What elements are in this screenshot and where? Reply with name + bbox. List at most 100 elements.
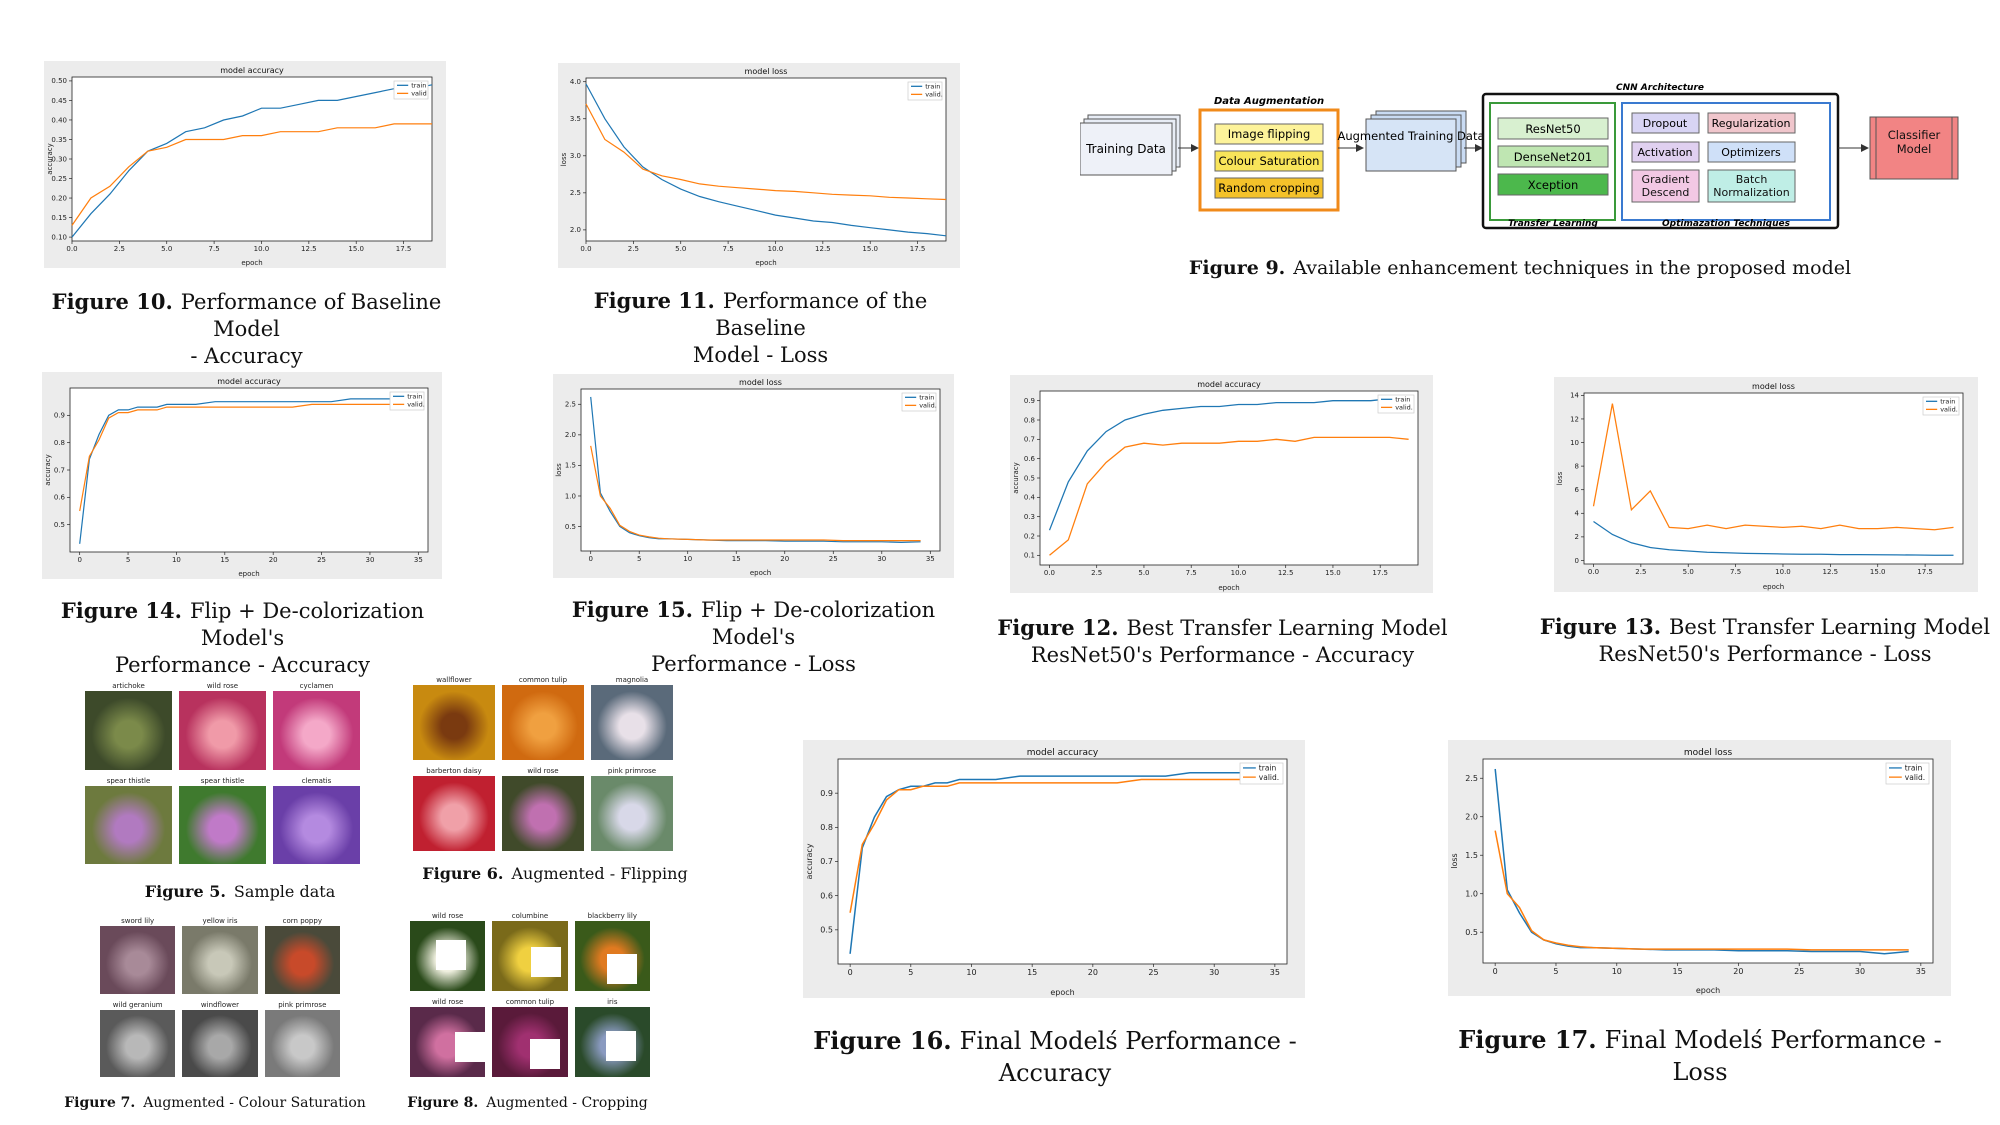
- x-tick-label: 30: [1855, 967, 1865, 976]
- x-axis-label: epoch: [1050, 988, 1074, 997]
- y-axis-label: loss: [1556, 471, 1564, 485]
- x-tick-label: 10: [1612, 967, 1622, 976]
- y-tick-label: 0.5: [1024, 474, 1035, 482]
- plot-area: [1039, 390, 1419, 566]
- legend-label: train: [919, 394, 934, 402]
- x-tick-label: 0.0: [580, 245, 591, 253]
- x-tick-label: 0: [848, 968, 853, 977]
- fig7-grid: sword lily yellow iris corn poppy wild gera…: [100, 917, 340, 1077]
- y-tick-label: 0.1: [1024, 552, 1035, 560]
- x-tick-label: 5: [908, 968, 913, 977]
- x-tick-label: 30: [877, 555, 886, 563]
- sample-image: common tulip: [492, 998, 568, 1077]
- image-class-label: artichoke: [112, 682, 145, 690]
- fig10-caption: Figure 10. Performance of Baseline Model …: [34, 288, 459, 370]
- aug-item: Image flipping: [1228, 127, 1311, 141]
- x-tick-label: 15: [1673, 967, 1683, 976]
- y-tick-label: 0.4: [1024, 494, 1036, 502]
- opt-label: Optimazation Techniques: [1662, 219, 1791, 229]
- image-class-label: yellow iris: [202, 917, 238, 925]
- tl-item: Xception: [1528, 178, 1579, 192]
- legend-label: valid.: [407, 401, 425, 409]
- x-tick-label: 17.5: [1372, 569, 1388, 577]
- y-tick-label: 14: [1570, 392, 1579, 400]
- chart-svg: model accuracy 0 5 10 15 20 25 30 35 0.5 0.6 0.7 0.8…: [805, 748, 1288, 997]
- legend-label: valid.: [1395, 404, 1413, 412]
- chart-svg: model loss 0 5 10 15 20 25 30 35 0.5 1.0 1.5 2.0 2.5 e…: [555, 378, 941, 577]
- y-tick-label: 0.40: [51, 116, 67, 124]
- x-tick-label: 5: [1553, 967, 1558, 976]
- x-tick-label: 17.5: [1917, 568, 1933, 576]
- caption-text: Flip + De-colorization Model's: [700, 598, 936, 649]
- y-tick-label: 2.0: [1465, 812, 1478, 821]
- image-class-label: corn poppy: [282, 917, 322, 925]
- caption-text: Sample data: [233, 882, 336, 901]
- caption-text: Performance - Accuracy: [114, 653, 371, 677]
- x-tick-label: 10: [172, 556, 181, 564]
- x-tick-label: 15: [732, 555, 741, 563]
- opt-item: Batch Normalization: [1713, 173, 1790, 199]
- y-tick-label: 0.30: [51, 155, 67, 163]
- cnn-title: CNN Architecture: [1616, 83, 1704, 93]
- flower-photo: [273, 785, 360, 864]
- data-augmentation-title: Data Augmentation: [1214, 96, 1324, 107]
- sample-image: common tulip: [502, 676, 584, 760]
- x-tick-label: 35: [1916, 967, 1926, 976]
- y-tick-label: 2: [1575, 533, 1579, 541]
- legend-label: train: [925, 83, 940, 91]
- legend-label: valid.: [925, 91, 943, 99]
- y-tick-label: 0.5: [1465, 928, 1478, 937]
- flower-photo: [264, 1009, 340, 1077]
- x-tick-label: 5.0: [675, 245, 686, 253]
- x-tick-label: 0: [77, 556, 81, 564]
- chart-title: model loss: [745, 67, 788, 76]
- x-tick-label: 5.0: [1138, 569, 1149, 577]
- sample-image: wild geranium: [100, 1001, 176, 1077]
- plot-area: [1583, 392, 1964, 565]
- y-tick-label: 0.45: [51, 97, 67, 105]
- y-tick-label: 0.7: [820, 857, 833, 866]
- x-tick-label: 0.0: [1588, 568, 1599, 576]
- flower-photo: [591, 776, 673, 851]
- caption-text: Final Modelś Performance -: [1604, 1026, 1942, 1054]
- y-tick-label: 1.0: [565, 492, 576, 500]
- fig16-caption: Figure 16. Final Modelś Performance - Ac…: [795, 1025, 1315, 1089]
- caption-label: Figure 14.: [60, 598, 182, 623]
- caption-text: Best Transfer Learning Model: [1669, 615, 1991, 639]
- y-tick-label: 0.5: [565, 523, 576, 531]
- chart-title: model accuracy: [1027, 748, 1099, 758]
- x-tick-label: 10: [966, 968, 976, 977]
- opt-item: Gradient Descend: [1641, 173, 1690, 199]
- aug-item: Colour Saturation: [1219, 154, 1320, 168]
- y-tick-label: 12: [1570, 415, 1579, 423]
- caption-text: Augmented - Flipping: [511, 864, 688, 883]
- sample-image: spear thistle: [85, 777, 172, 864]
- x-tick-label: 0.0: [66, 245, 77, 253]
- image-class-label: wild rose: [432, 912, 464, 920]
- x-tick-label: 2.5: [628, 245, 639, 253]
- caption-text: Augmented - Cropping: [486, 1095, 648, 1111]
- caption-text: - Accuracy: [190, 344, 303, 368]
- fig12-plot: model accuracy 0.0 2.5 5.0 7.5 10.0 12.5 15.0 17…: [1010, 375, 1433, 593]
- fig10-plot: model accuracy 0.0 2.5 5.0 7.5 10.0 12.5 15.0 17…: [44, 61, 446, 268]
- sample-image: artichoke: [85, 682, 172, 770]
- aug-item: Random cropping: [1218, 181, 1319, 195]
- flower-photo: [264, 926, 340, 994]
- plot-area: [837, 758, 1288, 965]
- x-tick-label: 0: [588, 555, 592, 563]
- image-class-label: pink primrose: [607, 767, 657, 775]
- x-tick-label: 25: [1794, 967, 1804, 976]
- x-tick-label: 7.5: [723, 245, 734, 253]
- y-axis-label: loss: [555, 463, 563, 477]
- x-axis-label: epoch: [238, 570, 259, 578]
- flower-photo: [502, 776, 584, 851]
- crop-mask: [531, 947, 562, 977]
- image-class-label: windflower: [200, 1000, 240, 1009]
- augmented-data-node: Augmented Training Data: [1337, 110, 1485, 172]
- y-tick-label: 0.5: [54, 521, 65, 529]
- fig6-grid: wallflower common tulip magnolia barberton …: [413, 676, 673, 851]
- image-class-label: wild rose: [527, 767, 559, 775]
- plot-area: [585, 77, 947, 242]
- y-tick-label: 0.7: [1024, 436, 1035, 444]
- chart-title: model loss: [1684, 748, 1733, 758]
